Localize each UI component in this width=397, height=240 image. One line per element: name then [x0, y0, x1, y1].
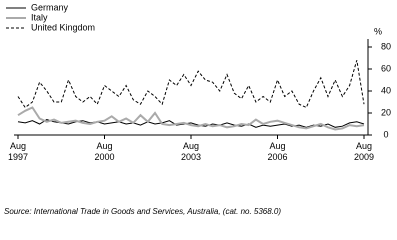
y-tick-label: 20 — [381, 107, 391, 117]
chart: % 0 20 40 60 80 Germany Italy United Kingdom Sou… — [4, 2, 391, 216]
legend-label: United Kingdom — [31, 22, 95, 32]
x-tick-label: Aug 1997 — [7, 141, 29, 162]
y-tick-label: 80 — [381, 41, 391, 51]
x-tick-label: Aug 2000 — [94, 141, 115, 162]
legend-label: Germany — [31, 2, 69, 12]
x-tick-label: Aug 2009 — [353, 141, 375, 162]
legend-label: Italy — [31, 12, 48, 22]
x-tick-label: Aug 2006 — [267, 141, 288, 162]
series-line — [17, 119, 365, 128]
y-tick-label: 60 — [381, 63, 391, 73]
y-tick-label: 0 — [383, 129, 388, 139]
x-tick-label: Aug 2003 — [180, 141, 202, 162]
y-tick-label: 40 — [381, 85, 391, 95]
series-line — [17, 106, 365, 131]
series-line — [17, 60, 365, 109]
source-note: Source: International Trade in Goods and… — [4, 207, 282, 216]
y-unit: % — [374, 26, 382, 36]
